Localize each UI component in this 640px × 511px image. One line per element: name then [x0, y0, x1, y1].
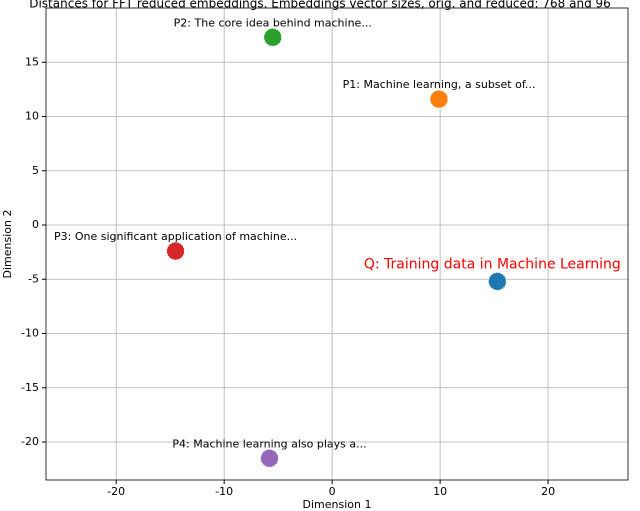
x-tick-label: 20 [541, 485, 555, 498]
y-tick-label: -20 [21, 435, 39, 448]
point [260, 448, 280, 468]
chart-title: Distances for FFT reduced embeddings. Em… [29, 0, 611, 11]
x-tick-label: 0 [329, 485, 336, 498]
y-tick-label: 0 [32, 218, 39, 231]
x-axis-label: Dimension 1 [303, 498, 372, 511]
y-tick-label: 10 [25, 110, 39, 123]
y-tick-label: 15 [25, 55, 39, 68]
point [429, 89, 449, 109]
point-label: P4: Machine learning also plays a... [172, 437, 366, 450]
plot-frame [45, 7, 629, 481]
y-tick-label: -5 [28, 272, 39, 285]
x-tick-label: -20 [107, 485, 125, 498]
x-tick-label: -10 [215, 485, 233, 498]
y-tick-label: -15 [21, 381, 39, 394]
x-tick-label: 10 [433, 485, 447, 498]
y-axis-label: Dimension 2 [1, 210, 14, 279]
point-label: P1: Machine learning, a subset of... [343, 78, 536, 91]
point [487, 271, 507, 291]
point-label: P2: The core idea behind machine... [174, 16, 372, 29]
point-label: Q: Training data in Machine Learning [364, 256, 621, 272]
point [263, 27, 283, 47]
y-tick-label: 5 [32, 164, 39, 177]
point [166, 241, 186, 261]
point-label: P3: One significant application of machi… [54, 230, 297, 243]
y-tick-label: -10 [21, 327, 39, 340]
